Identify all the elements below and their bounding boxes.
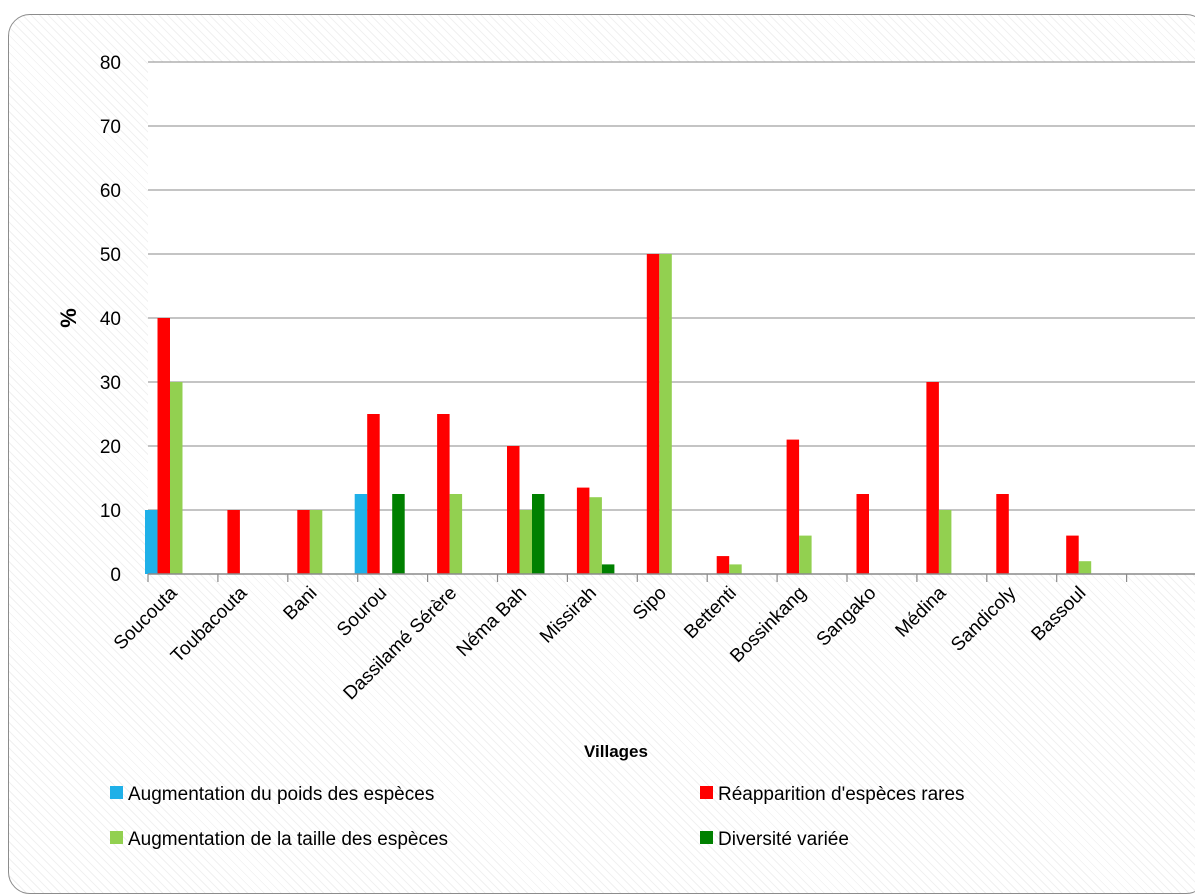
x-tick-label: Soucouta bbox=[110, 582, 182, 654]
legend-swatch bbox=[110, 831, 123, 844]
x-tick-label: Bani bbox=[280, 583, 322, 625]
bar bbox=[926, 382, 939, 574]
bar bbox=[1078, 561, 1092, 574]
legend-label: Diversité variée bbox=[718, 829, 849, 850]
bar bbox=[227, 510, 240, 574]
legend-label: Augmentation de la taille des espèces bbox=[128, 829, 448, 850]
legend-swatch bbox=[700, 786, 713, 799]
bar bbox=[507, 446, 520, 574]
x-tick-label: Sourou bbox=[333, 583, 391, 641]
y-tick-label: 30 bbox=[100, 373, 121, 394]
legend-swatch bbox=[110, 786, 123, 799]
y-tick-labels: 0 10 20 30 40 50 60 70 80 bbox=[100, 53, 121, 586]
bar bbox=[437, 414, 450, 574]
x-tick-label: Néma Bah bbox=[453, 583, 531, 661]
bar bbox=[799, 535, 812, 574]
x-axis-title: Villages bbox=[584, 742, 648, 761]
y-tick-label: 60 bbox=[100, 181, 121, 202]
y-tick-label: 80 bbox=[100, 53, 121, 74]
bar bbox=[646, 254, 660, 574]
bar bbox=[532, 494, 545, 574]
x-tick-label: Sandicoly bbox=[947, 582, 1020, 655]
bar bbox=[659, 254, 672, 574]
bar bbox=[367, 414, 380, 574]
x-tick-label: Toubacouta bbox=[167, 582, 252, 667]
x-tick-label: Sangako bbox=[813, 583, 881, 651]
x-tick-label: Missirah bbox=[536, 583, 601, 648]
legend-swatch bbox=[700, 831, 713, 844]
legend-label: Réapparition d'espèces rares bbox=[718, 784, 965, 805]
legend-label: Augmentation du poids des espèces bbox=[128, 784, 434, 805]
y-tick-label: 20 bbox=[100, 437, 121, 458]
legend: Augmentation du poids des espèces Réappar… bbox=[110, 784, 965, 850]
x-tick-label: Bossinkang bbox=[726, 583, 810, 667]
x-tick-label: Bassoul bbox=[1028, 583, 1091, 646]
bar bbox=[938, 510, 952, 574]
bar bbox=[157, 318, 170, 574]
y-tick-label: 10 bbox=[100, 501, 121, 522]
x-axis bbox=[147, 573, 1195, 582]
bar bbox=[297, 510, 310, 574]
bar bbox=[309, 510, 323, 574]
y-tick-label: 0 bbox=[110, 565, 121, 586]
bar bbox=[601, 564, 615, 574]
bar bbox=[729, 564, 742, 574]
bar bbox=[589, 497, 602, 574]
bar bbox=[1066, 535, 1079, 574]
bar bbox=[392, 494, 405, 574]
bar bbox=[145, 510, 158, 574]
y-axis-title: % bbox=[56, 308, 81, 328]
bar bbox=[519, 510, 532, 574]
y-tick-label: 70 bbox=[100, 117, 121, 138]
x-tick-label: Sipo bbox=[629, 583, 671, 625]
x-tick-label: Médina bbox=[892, 582, 951, 641]
bar bbox=[996, 494, 1009, 574]
bar bbox=[856, 494, 869, 574]
x-tick-label: Bettenti bbox=[680, 583, 740, 643]
bar bbox=[786, 439, 800, 574]
y-tick-label: 50 bbox=[100, 245, 121, 266]
bar bbox=[170, 382, 183, 574]
bar bbox=[354, 494, 368, 574]
y-tick-label: 40 bbox=[100, 309, 121, 330]
bar bbox=[576, 487, 590, 574]
bars bbox=[145, 254, 1092, 574]
bar bbox=[716, 556, 730, 574]
bar bbox=[449, 494, 463, 574]
